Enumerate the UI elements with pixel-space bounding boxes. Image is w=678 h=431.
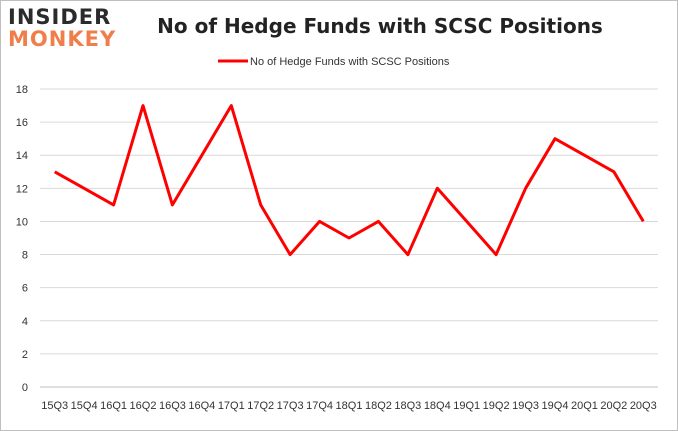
x-axis-ticks: 15Q3 15Q4 16Q1 16Q2 16Q3 16Q4 17Q1 17Q2 17Q3 17Q4… [41,400,656,412]
insider-monkey-logo: INSIDER MONKEY [8,6,130,54]
y-tick-label: 14 [16,150,28,162]
y-tick-label: 16 [16,117,28,129]
y-tick-label: 10 [16,216,28,228]
x-tick-label: 19Q2 [483,400,510,412]
y-tick-label: 2 [22,349,28,361]
x-tick-label: 20Q1 [571,400,598,412]
x-tick-label: 18Q2 [365,400,392,412]
legend: No of Hedge Funds with SCSC Positions [218,56,450,68]
x-tick-label: 17Q2 [247,400,274,412]
series-group [53,104,645,257]
x-tick-label: 20Q2 [600,400,627,412]
legend-label: No of Hedge Funds with SCSC Positions [250,56,450,68]
x-tick-label: 15Q4 [71,400,98,412]
chart-title: No of Hedge Funds with SCSC Positions [157,14,603,38]
x-tick-label: 18Q1 [336,400,363,412]
y-tick-label: 8 [22,250,28,262]
y-tick-label: 0 [22,382,28,394]
y-axis-ticks: 0 2 4 6 8 10 12 14 16 18 [16,84,28,394]
x-tick-label: 17Q4 [306,400,333,412]
y-tick-label: 4 [22,316,28,328]
x-tick-label: 19Q4 [542,400,569,412]
x-tick-label: 17Q1 [218,400,245,412]
logo-line-1: INSIDER [8,5,112,29]
x-tick-label: 20Q3 [630,400,657,412]
logo-line-2: MONKEY [8,27,117,51]
y-tick-label: 18 [16,84,28,96]
x-tick-label: 19Q3 [512,400,539,412]
grid-lines [40,88,658,355]
y-tick-label: 12 [16,183,28,195]
x-tick-label: 16Q3 [159,400,186,412]
y-tick-label: 6 [22,283,28,295]
x-tick-label: 16Q1 [100,400,127,412]
x-tick-label: 18Q4 [424,400,451,412]
x-tick-label: 19Q1 [453,400,480,412]
series-line [53,104,645,257]
x-tick-label: 17Q3 [277,400,304,412]
x-tick-label: 16Q2 [130,400,157,412]
x-tick-label: 18Q3 [394,400,421,412]
x-tick-label: 16Q4 [188,400,215,412]
x-tick-label: 15Q3 [41,400,68,412]
